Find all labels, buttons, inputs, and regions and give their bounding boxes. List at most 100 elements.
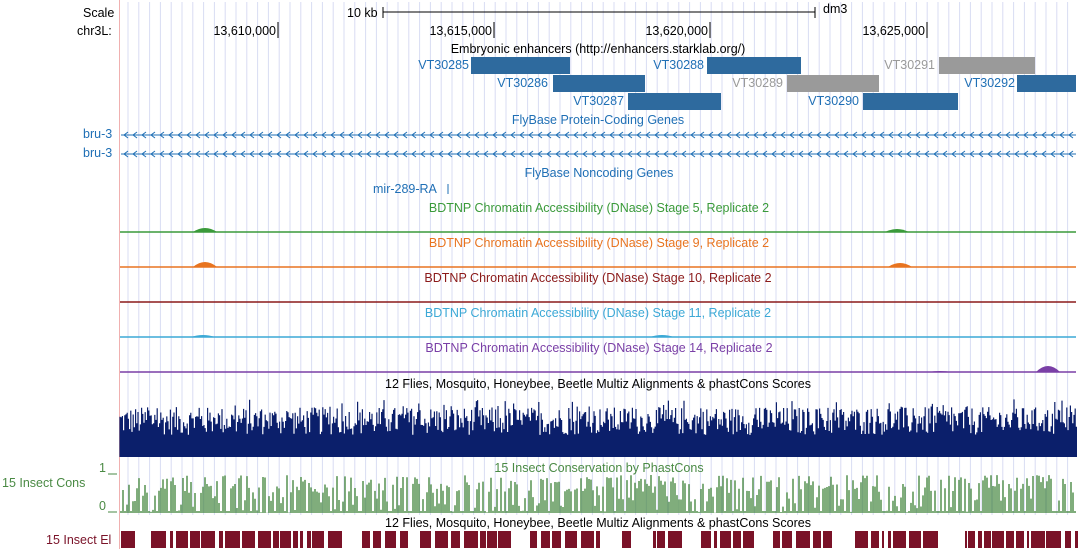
conserved-element xyxy=(1075,531,1078,548)
coord-label: 13,625,000 xyxy=(862,24,925,38)
enhancer-block xyxy=(553,75,645,92)
conserved-element xyxy=(121,531,135,548)
dnase-peak xyxy=(650,335,674,337)
conserved-element xyxy=(596,531,600,548)
conserved-element xyxy=(1031,531,1045,548)
conserved-element xyxy=(992,531,1004,548)
conserved-element xyxy=(581,531,594,548)
conserved-element xyxy=(653,531,656,548)
enhancer-label[interactable]: VT30288 xyxy=(653,58,704,72)
conserved-element xyxy=(893,531,906,548)
conserved-element xyxy=(242,531,255,548)
conserved-element xyxy=(219,531,223,548)
enhancer-block xyxy=(939,57,1035,74)
enhancer-block xyxy=(1017,75,1076,92)
enhancers-track-title[interactable]: Embryonic enhancers (http://enhancers.st… xyxy=(450,42,746,56)
dnase-peak xyxy=(885,229,909,232)
dnase-track-title[interactable]: BDTNP Chromatin Accessibility (DNase) St… xyxy=(424,306,772,320)
conserved-element xyxy=(176,531,188,548)
conserved-element xyxy=(280,531,291,548)
coord-label: 13,610,000 xyxy=(213,24,276,38)
conserved-element xyxy=(782,531,792,548)
conserved-element xyxy=(668,531,682,548)
conserved-element xyxy=(328,531,342,548)
enhancer-label[interactable]: VT30291 xyxy=(884,58,935,72)
conserved-element xyxy=(498,531,511,548)
dnase-peak xyxy=(928,371,952,372)
scale-bar-text: 10 kb xyxy=(347,6,378,20)
dnase-track-title[interactable]: BDTNP Chromatin Accessibility (DNase) St… xyxy=(424,271,772,285)
enhancer-label[interactable]: VT30289 xyxy=(732,76,783,90)
conserved-element xyxy=(190,531,200,548)
conserved-element xyxy=(385,531,396,548)
conserved-element xyxy=(258,531,271,548)
dnase-track-title[interactable]: BDTNP Chromatin Accessibility (DNase) St… xyxy=(428,236,770,250)
dnase-track-title[interactable]: BDTNP Chromatin Accessibility (DNase) St… xyxy=(425,341,773,355)
dnase-track-title[interactable]: BDTNP Chromatin Accessibility (DNase) St… xyxy=(428,201,770,215)
flybase-coding-title[interactable]: FlyBase Protein-Coding Genes xyxy=(511,113,685,127)
conserved-element xyxy=(552,531,561,548)
phastcons-axis-max: 1 xyxy=(99,461,106,475)
elements-side-label[interactable]: 15 Insect El xyxy=(46,533,112,547)
multiz-track-title[interactable]: 12 Flies, Mosquito, Honeybee, Beetle Mul… xyxy=(385,377,811,391)
conserved-element xyxy=(151,531,166,548)
conserved-element xyxy=(541,531,550,548)
enhancer-label[interactable]: VT30285 xyxy=(418,58,469,72)
phastcons-track-title[interactable]: 15 Insect Conservation by PhastCons xyxy=(494,461,704,475)
conserved-element xyxy=(530,531,537,548)
conserved-element xyxy=(170,531,173,548)
conserved-element xyxy=(733,531,741,548)
conserved-element xyxy=(968,531,975,548)
multiz-conservation-plot xyxy=(119,399,1077,457)
conserved-element xyxy=(743,531,754,548)
conserved-element xyxy=(1065,531,1071,548)
conserved-element xyxy=(622,531,631,548)
dnase-peak xyxy=(1036,366,1060,372)
conserved-element xyxy=(909,531,921,548)
conserved-element xyxy=(400,531,408,548)
conserved-element xyxy=(464,531,478,548)
conserved-element xyxy=(420,531,431,548)
conserved-element xyxy=(565,531,577,548)
conserved-element xyxy=(773,531,780,548)
scale-label: Scale xyxy=(83,6,115,20)
conserved-element xyxy=(888,531,891,548)
gene-strand-chevrons xyxy=(123,150,1074,158)
conserved-element xyxy=(965,531,967,548)
gene-label[interactable]: bru-3 xyxy=(83,146,113,160)
dnase-peak xyxy=(193,228,217,232)
conserved-element xyxy=(1027,531,1029,548)
coord-label: 13,620,000 xyxy=(645,24,708,38)
dnase-peak xyxy=(191,335,215,337)
conserved-element xyxy=(984,531,991,548)
conserved-element xyxy=(312,531,324,548)
conserved-element xyxy=(720,531,731,548)
enhancer-label[interactable]: VT30287 xyxy=(573,94,624,108)
conserved-element xyxy=(362,531,370,548)
enhancer-block xyxy=(471,57,570,74)
conserved-element xyxy=(293,531,298,548)
conserved-element xyxy=(487,531,497,548)
dnase-peak xyxy=(193,262,217,267)
conserved-element xyxy=(435,531,448,548)
conserved-element xyxy=(871,531,879,548)
coord-label: 13,615,000 xyxy=(429,24,492,38)
enhancer-label[interactable]: VT30290 xyxy=(808,94,859,108)
enhancer-block xyxy=(707,57,801,74)
enhancer-label[interactable]: VT30292 xyxy=(964,76,1015,90)
conserved-element xyxy=(978,531,982,548)
flybase-noncoding-title[interactable]: FlyBase Noncoding Genes xyxy=(524,166,674,180)
enhancer-block xyxy=(863,93,958,110)
conserved-element xyxy=(714,531,717,548)
phastcons-side-label[interactable]: 15 Insect Cons xyxy=(2,476,86,490)
phastcons-axis-min: 0 xyxy=(99,499,106,513)
enhancer-label[interactable]: VT30286 xyxy=(497,76,548,90)
elements-track-title[interactable]: 12 Flies, Mosquito, Honeybee, Beetle Mul… xyxy=(385,516,811,530)
conserved-element xyxy=(373,531,381,548)
gene-label[interactable]: bru-3 xyxy=(83,127,113,141)
enhancer-block xyxy=(787,75,879,92)
conserved-element xyxy=(273,531,279,548)
noncoding-gene-label[interactable]: mir-289-RA xyxy=(373,182,437,196)
